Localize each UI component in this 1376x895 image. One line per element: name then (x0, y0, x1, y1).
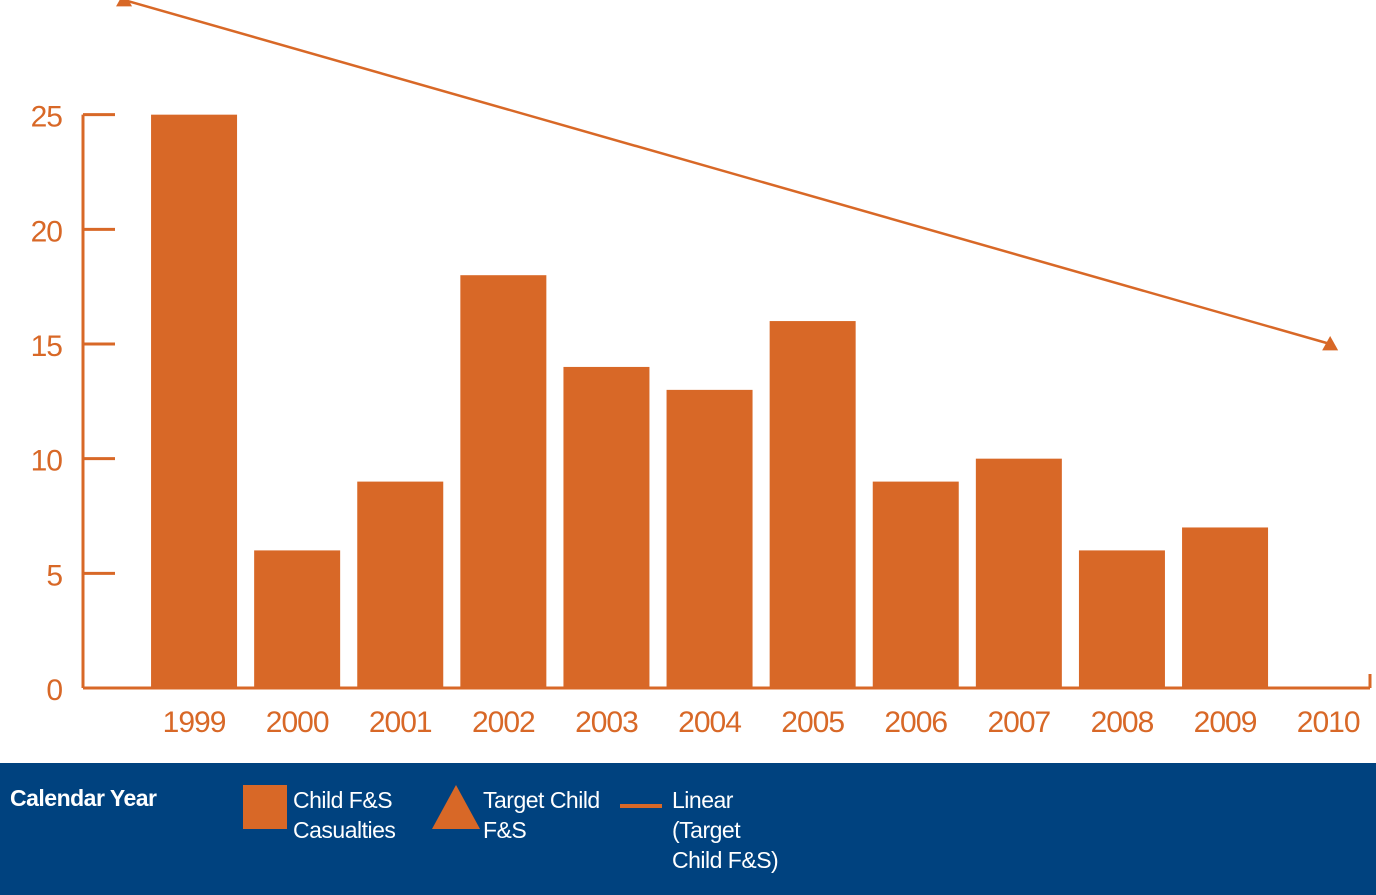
legend-line (620, 804, 662, 808)
x-tick-label: 2003 (575, 706, 638, 739)
x-tick-label: 2004 (678, 706, 741, 739)
trendline (123, 0, 1331, 346)
bar (563, 366, 650, 688)
target-marker (116, 0, 133, 7)
x-tick-label: 2007 (987, 706, 1050, 739)
y-tick-label: 5 (46, 559, 62, 592)
x-tick-label: 1999 (163, 706, 226, 739)
x-axis-label: Calendar Year (10, 785, 157, 811)
bar (975, 458, 1062, 688)
x-tick-label: 2005 (781, 706, 844, 739)
target-marker (1322, 336, 1339, 351)
bar (254, 550, 341, 688)
y-tick-label: 15 (31, 330, 63, 363)
legend-swatch (243, 785, 287, 829)
bar (1182, 527, 1269, 688)
x-tick-label: 2010 (1297, 706, 1360, 739)
bar (151, 114, 238, 688)
chart: 0 5 10 15 20 25 1999 2000 2001 2002 2003 2004 2005 20… (31, 0, 1372, 739)
x-tick-label: 2006 (884, 706, 947, 739)
x-tick-label: 2001 (369, 706, 432, 739)
legend-swatch (432, 785, 480, 829)
legend-text: Linear (Target Child F&S) (672, 787, 779, 873)
y-tick-label: 10 (31, 445, 63, 478)
legend-text: Target Child F&S (483, 787, 600, 843)
bar (1078, 550, 1165, 688)
bar (872, 481, 959, 688)
y-tick-label: 20 (31, 215, 63, 248)
bar (769, 321, 856, 688)
bar (666, 389, 753, 688)
y-tick-label: 0 (46, 674, 62, 707)
x-tick-label: 2009 (1194, 706, 1257, 739)
x-tick-label: 2000 (266, 706, 329, 739)
x-tick-label: 2008 (1091, 706, 1154, 739)
bar (460, 275, 547, 688)
x-tick-label: 2002 (472, 706, 535, 739)
legend: Calendar Year Child F&S Casualties Target… (0, 763, 1376, 895)
bar (357, 481, 444, 688)
legend-text: Child F&S Casualties (293, 787, 396, 843)
y-tick-label: 25 (31, 101, 63, 134)
legend-triangle (432, 785, 480, 829)
